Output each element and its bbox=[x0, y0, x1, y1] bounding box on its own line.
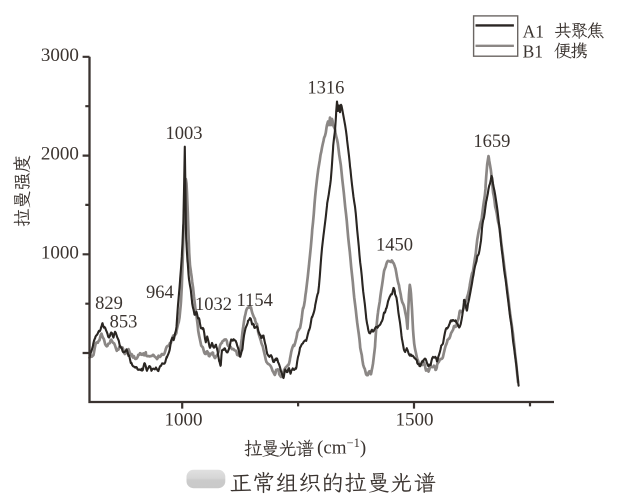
svg-text:853: 853 bbox=[110, 313, 138, 333]
svg-text:1316: 1316 bbox=[307, 79, 344, 99]
svg-text:1659: 1659 bbox=[473, 132, 510, 152]
svg-text:1003: 1003 bbox=[166, 124, 203, 144]
svg-text:B1: B1 bbox=[523, 42, 543, 62]
svg-text:1000: 1000 bbox=[41, 242, 79, 263]
svg-text:A1: A1 bbox=[523, 22, 544, 42]
svg-text:964: 964 bbox=[146, 283, 174, 303]
svg-text:829: 829 bbox=[95, 294, 123, 314]
svg-text:1154: 1154 bbox=[237, 291, 273, 311]
svg-text:1500: 1500 bbox=[396, 410, 434, 431]
svg-text:2000: 2000 bbox=[41, 144, 79, 165]
svg-text:1000: 1000 bbox=[165, 410, 203, 431]
svg-text:1032: 1032 bbox=[195, 295, 232, 315]
svg-text:3000: 3000 bbox=[41, 45, 79, 66]
svg-text:1450: 1450 bbox=[376, 236, 413, 256]
